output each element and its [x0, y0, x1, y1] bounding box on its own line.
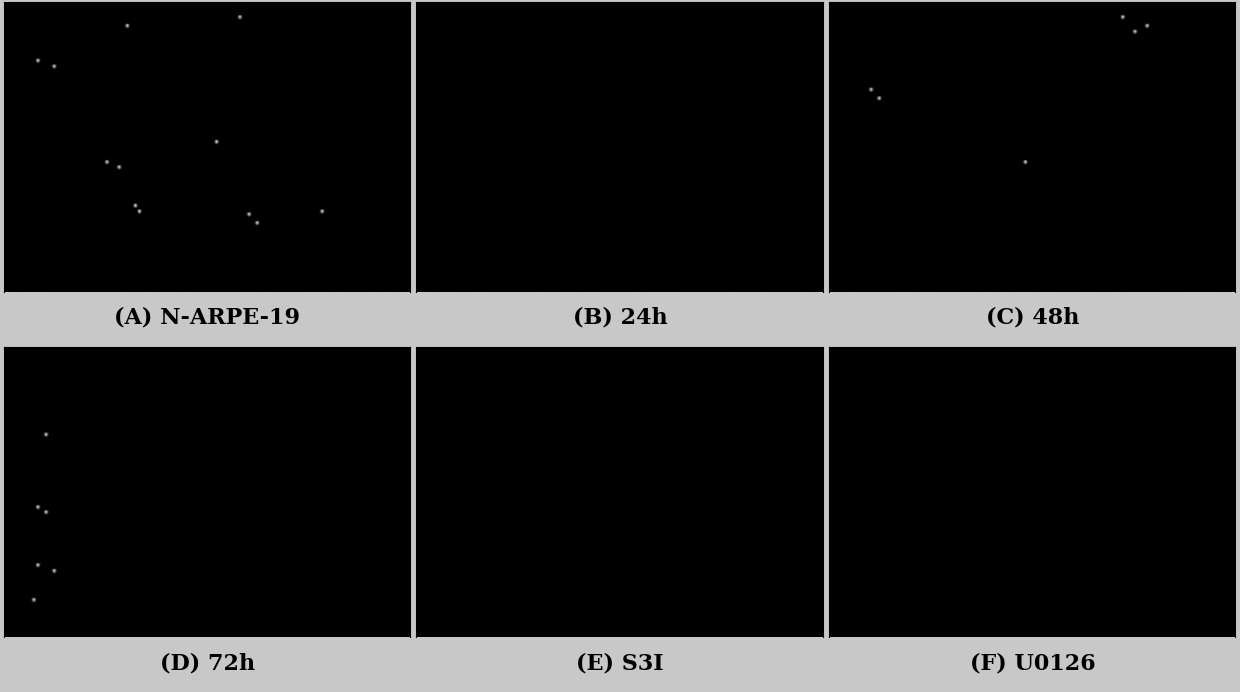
Text: (E) S3I: (E) S3I	[577, 653, 663, 674]
Text: (A) N-ARPE-19: (A) N-ARPE-19	[114, 307, 300, 329]
Text: (F) U0126: (F) U0126	[970, 653, 1095, 674]
Text: (D) 72h: (D) 72h	[160, 653, 255, 674]
Text: (B) 24h: (B) 24h	[573, 307, 667, 329]
Text: (C) 48h: (C) 48h	[986, 307, 1079, 329]
